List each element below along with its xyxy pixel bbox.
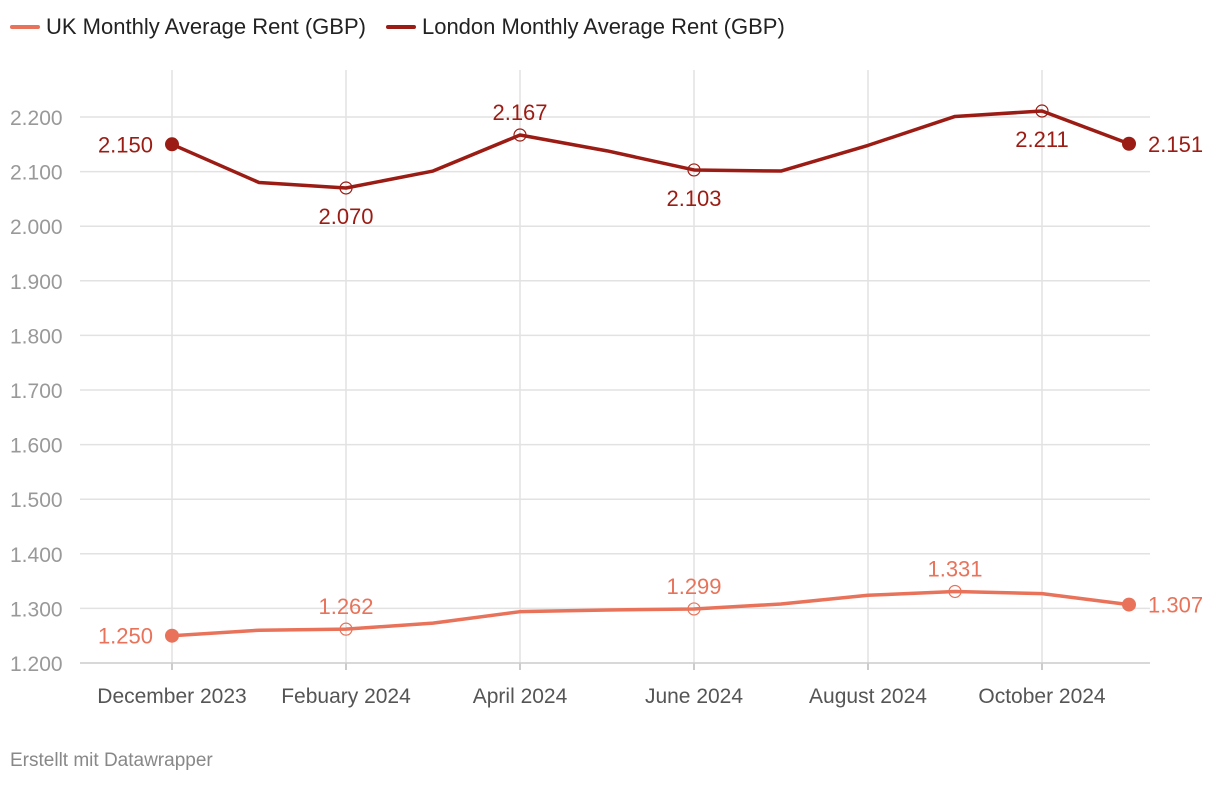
x-tick-label: August 2024 [809,685,927,708]
data-point-marker[interactable] [687,602,701,616]
data-point-marker[interactable] [948,584,962,599]
x-tick-label: April 2024 [473,685,568,708]
y-tick-label: 2.200 [10,107,63,130]
y-tick-label: 1.700 [10,380,63,403]
series-line[interactable] [170,109,1131,190]
data-point-marker[interactable] [687,163,701,177]
data-label: 2.211 [1015,127,1068,152]
y-tick-label: 2.100 [10,162,63,185]
data-point-marker[interactable] [339,181,353,195]
y-tick-label: 1.500 [10,489,63,512]
legend-label-uk: UK Monthly Average Rent (GBP) [46,14,366,39]
data-point-marker[interactable] [513,128,527,142]
data-label: 1.250 [98,624,153,649]
data-label: 1.262 [318,594,373,619]
legend: UK Monthly Average Rent (GBP) London Mon… [10,14,785,40]
legend-item-uk[interactable]: UK Monthly Average Rent (GBP) [10,14,366,40]
data-label: 2.103 [666,186,721,211]
data-point-marker[interactable] [165,137,179,152]
series-line[interactable] [170,589,1131,638]
x-tick-label: Febuary 2024 [281,685,411,708]
legend-label-london: London Monthly Average Rent (GBP) [421,14,785,39]
y-tick-label: 1.800 [10,325,63,348]
data-point-marker[interactable] [1035,104,1049,118]
data-label: 1.299 [666,574,721,599]
data-point-marker[interactable] [339,622,353,636]
data-label: 1.331 [927,556,982,581]
legend-swatch-london [385,25,416,29]
y-tick-label: 1.300 [10,598,63,621]
x-tick-label: June 2024 [645,685,743,708]
data-point-marker[interactable] [1122,597,1136,612]
data-label: 2.070 [318,204,373,229]
y-tick-label: 1.200 [10,653,63,676]
legend-item-london[interactable]: London Monthly Average Rent (GBP) [385,14,785,40]
data-point-marker[interactable] [165,628,179,643]
y-tick-label: 1.900 [10,271,63,294]
x-tick-label: October 2024 [978,685,1106,708]
y-tick-label: 1.400 [10,544,63,567]
y-tick-label: 2.000 [10,216,63,239]
data-label: 1.307 [1148,593,1203,618]
legend-swatch-uk [10,25,40,29]
x-tick-label: December 2023 [97,685,246,708]
data-label: 2.151 [1148,132,1203,157]
data-label: 2.150 [98,132,153,157]
y-tick-label: 1.600 [10,435,63,458]
line-chart: 1.200 1.300 1.400 1.500 1.600 1.700 1.800 1.900… [10,70,1203,708]
data-point-marker[interactable] [1122,136,1136,151]
data-label: 2.167 [492,100,547,125]
footer-credit: Erstellt mit Datawrapper [10,750,213,771]
